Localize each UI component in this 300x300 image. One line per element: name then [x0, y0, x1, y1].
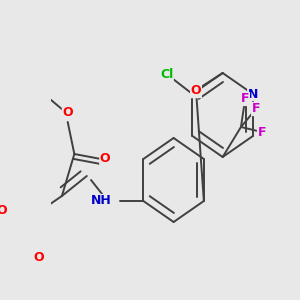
Text: O: O [191, 85, 201, 98]
Text: O: O [191, 85, 201, 98]
Text: NH: NH [91, 194, 112, 208]
Text: O: O [33, 251, 44, 264]
Text: F: F [241, 92, 249, 106]
Text: N: N [248, 88, 258, 100]
Text: O: O [62, 106, 73, 119]
Text: O: O [0, 205, 7, 218]
Text: Cl: Cl [160, 68, 173, 80]
Text: O: O [100, 152, 110, 166]
Text: F: F [257, 125, 266, 139]
Text: F: F [252, 103, 260, 116]
